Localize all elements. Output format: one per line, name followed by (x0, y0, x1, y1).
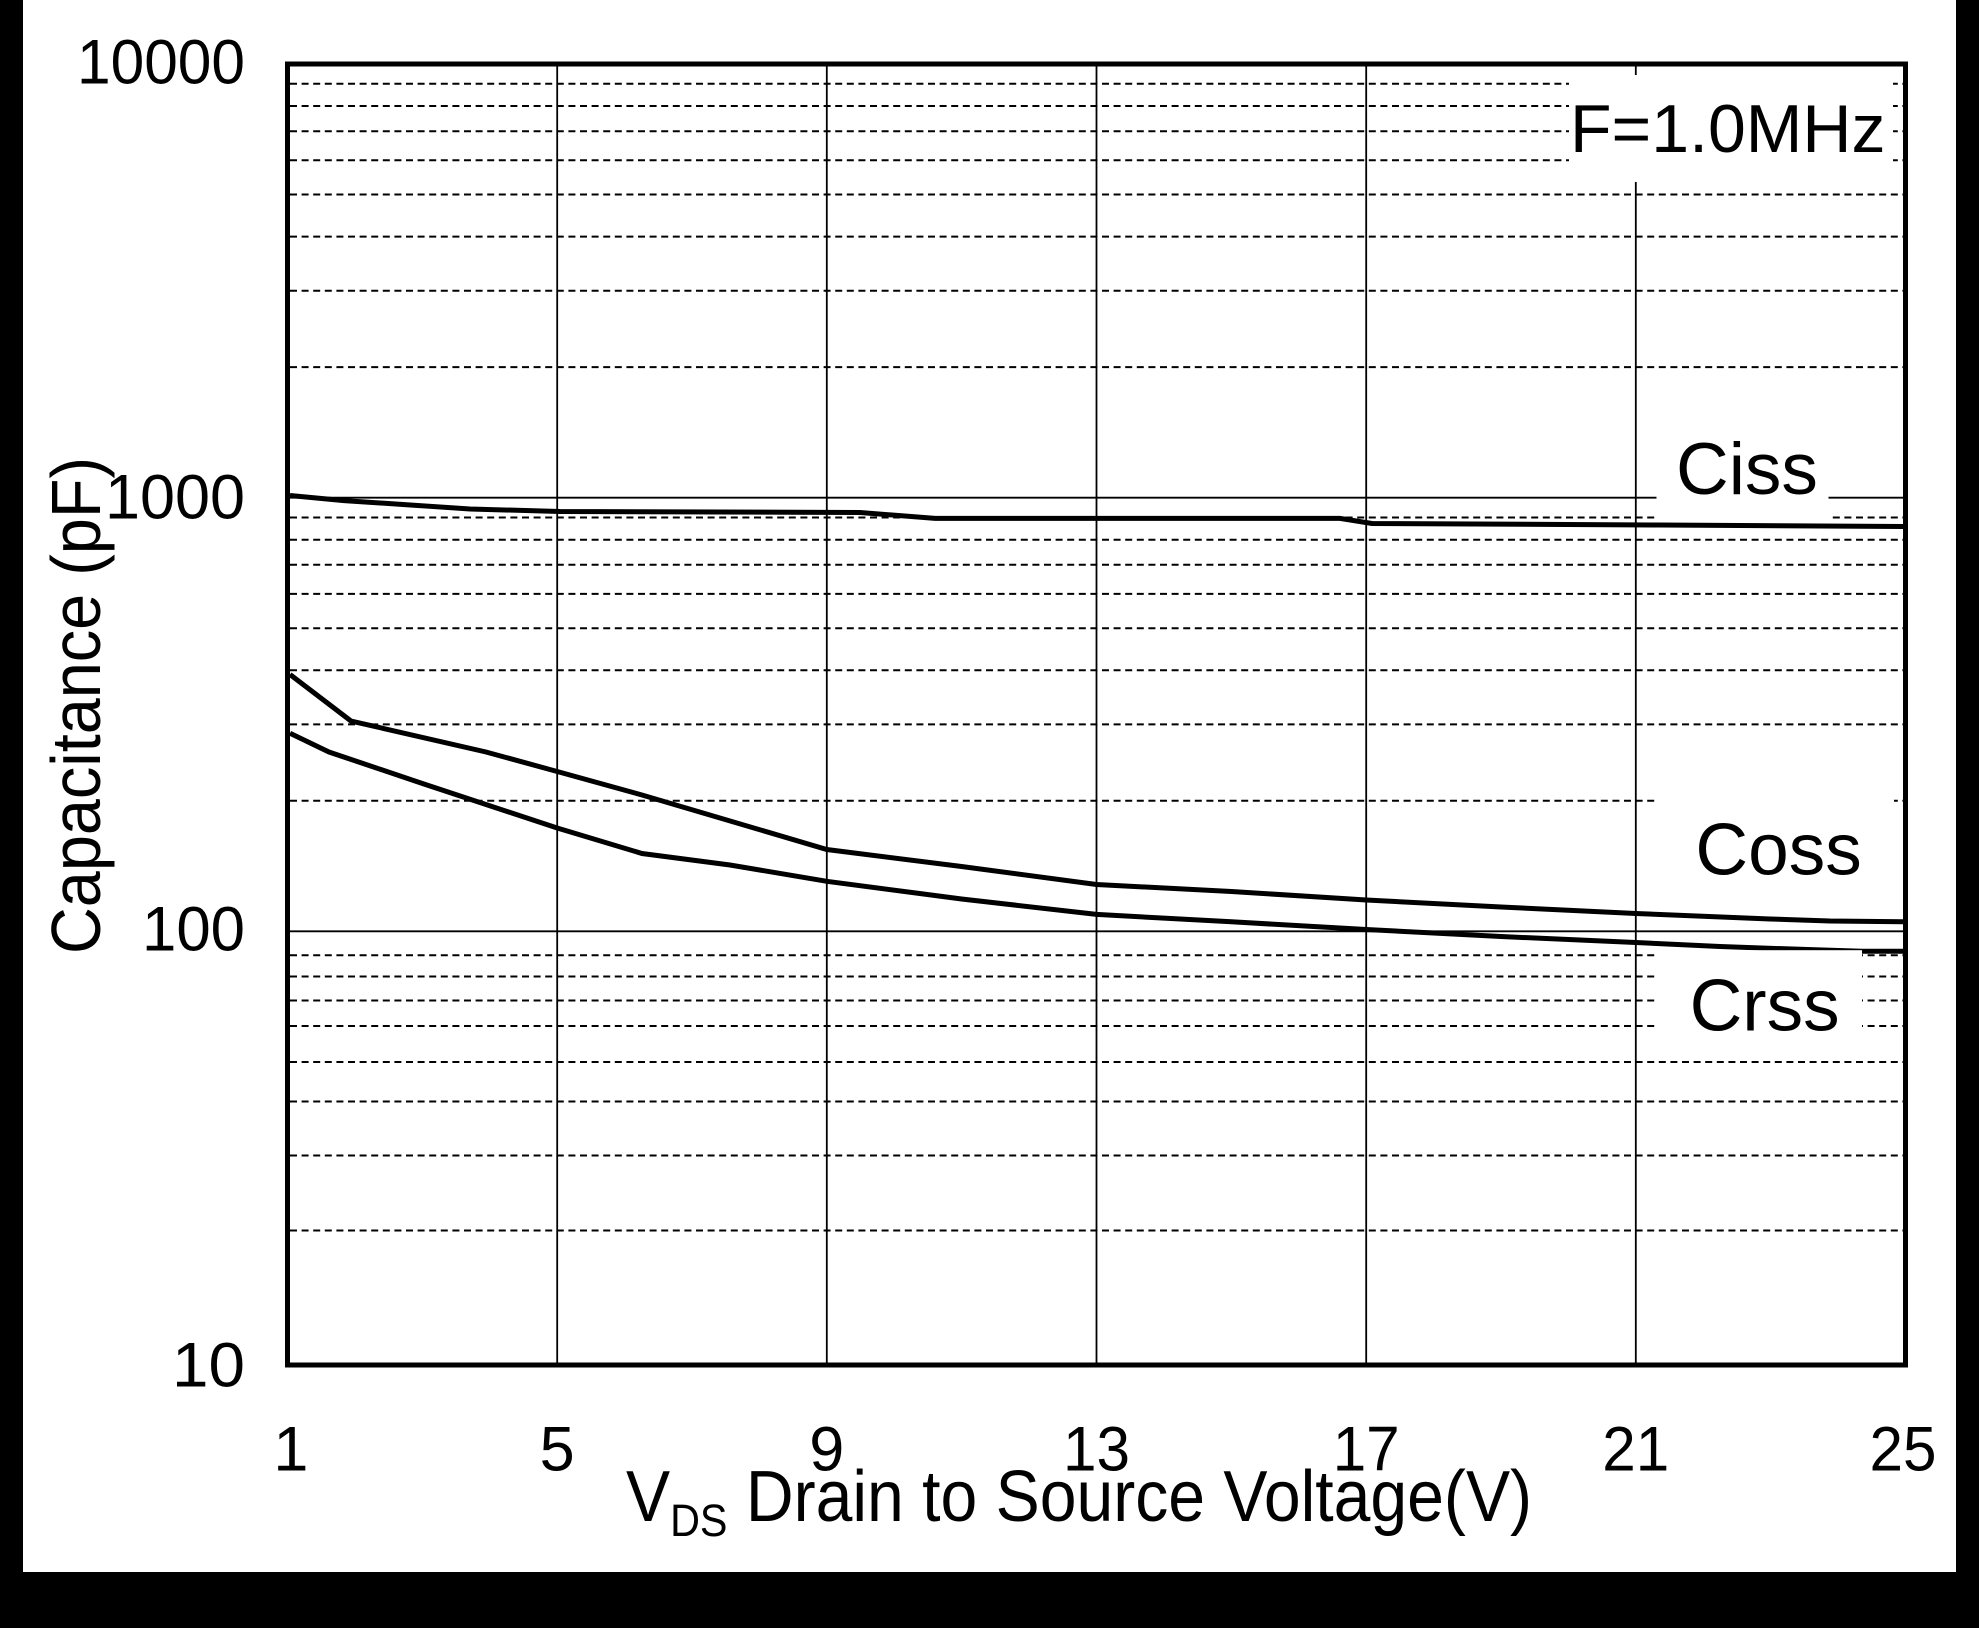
svg-text:VDS Drain to Source Voltage(V): VDS Drain to Source Voltage(V) (626, 1455, 1532, 1546)
svg-text:1: 1 (273, 1415, 308, 1485)
svg-text:9: 9 (809, 1415, 844, 1485)
svg-text:21: 21 (1602, 1415, 1669, 1485)
svg-text:5: 5 (540, 1415, 575, 1485)
svg-text:25: 25 (1870, 1415, 1937, 1485)
svg-text:Capacitance (pF): Capacitance (pF) (38, 457, 116, 954)
svg-text:Coss: Coss (1695, 810, 1861, 891)
svg-text:10000: 10000 (77, 27, 245, 97)
svg-text:F=1.0MHz: F=1.0MHz (1570, 91, 1886, 167)
svg-text:10: 10 (172, 1331, 245, 1401)
svg-text:17: 17 (1333, 1415, 1400, 1485)
svg-text:100: 100 (142, 895, 245, 965)
svg-text:Ciss: Ciss (1676, 429, 1818, 510)
svg-text:1000: 1000 (105, 463, 245, 533)
svg-text:Crss: Crss (1690, 966, 1840, 1047)
svg-text:13: 13 (1063, 1415, 1130, 1485)
